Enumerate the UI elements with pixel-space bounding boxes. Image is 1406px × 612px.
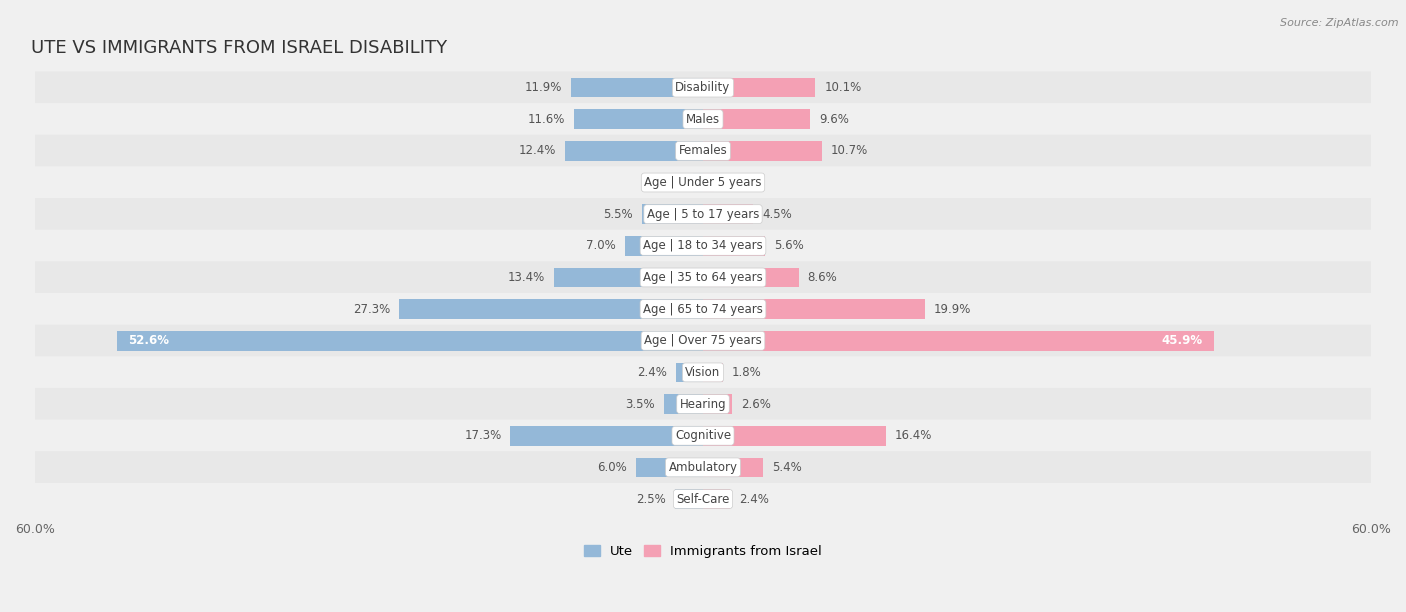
FancyBboxPatch shape [35, 420, 1371, 452]
Bar [703, 236, 765, 256]
Legend: Ute, Immigrants from Israel: Ute, Immigrants from Israel [579, 540, 827, 564]
Text: 5.4%: 5.4% [772, 461, 801, 474]
Text: 1.8%: 1.8% [733, 366, 762, 379]
FancyBboxPatch shape [35, 103, 1371, 135]
Text: 16.4%: 16.4% [894, 429, 932, 442]
Bar [574, 110, 703, 129]
FancyBboxPatch shape [35, 356, 1371, 389]
Bar [636, 458, 703, 477]
Text: 6.0%: 6.0% [598, 461, 627, 474]
Text: Self-Care: Self-Care [676, 493, 730, 506]
FancyBboxPatch shape [35, 166, 1371, 199]
Text: 11.9%: 11.9% [524, 81, 561, 94]
Bar [703, 426, 886, 446]
Bar [571, 78, 703, 97]
Text: Vision: Vision [685, 366, 721, 379]
Bar [703, 458, 763, 477]
Bar [703, 78, 815, 97]
Bar [664, 394, 703, 414]
Text: 10.7%: 10.7% [831, 144, 869, 157]
FancyBboxPatch shape [35, 135, 1371, 167]
Text: Age | 65 to 74 years: Age | 65 to 74 years [643, 302, 763, 316]
FancyBboxPatch shape [35, 388, 1371, 420]
Bar [641, 204, 703, 224]
Bar [703, 331, 1213, 351]
Text: 4.5%: 4.5% [762, 207, 792, 221]
Text: Age | 18 to 34 years: Age | 18 to 34 years [643, 239, 763, 252]
Text: 10.1%: 10.1% [824, 81, 862, 94]
Text: 45.9%: 45.9% [1161, 334, 1204, 347]
Text: Age | Over 75 years: Age | Over 75 years [644, 334, 762, 347]
Bar [703, 299, 925, 319]
Text: 5.6%: 5.6% [775, 239, 804, 252]
FancyBboxPatch shape [35, 72, 1371, 103]
Text: Ambulatory: Ambulatory [668, 461, 738, 474]
FancyBboxPatch shape [35, 324, 1371, 357]
Bar [703, 267, 799, 287]
Bar [703, 204, 754, 224]
Text: 2.4%: 2.4% [637, 366, 668, 379]
Bar [703, 489, 730, 509]
FancyBboxPatch shape [35, 230, 1371, 262]
Text: Source: ZipAtlas.com: Source: ZipAtlas.com [1281, 18, 1399, 28]
FancyBboxPatch shape [35, 198, 1371, 230]
Text: Hearing: Hearing [679, 398, 727, 411]
Text: 13.4%: 13.4% [508, 271, 546, 284]
FancyBboxPatch shape [35, 261, 1371, 294]
Text: Age | Under 5 years: Age | Under 5 years [644, 176, 762, 189]
Bar [399, 299, 703, 319]
Bar [703, 363, 723, 382]
Text: 0.96%: 0.96% [723, 176, 759, 189]
Bar [565, 141, 703, 161]
Text: Age | 5 to 17 years: Age | 5 to 17 years [647, 207, 759, 221]
Text: 2.6%: 2.6% [741, 398, 770, 411]
Bar [117, 331, 703, 351]
Text: 2.4%: 2.4% [738, 493, 769, 506]
Bar [703, 394, 733, 414]
Text: 11.6%: 11.6% [527, 113, 565, 125]
Text: UTE VS IMMIGRANTS FROM ISRAEL DISABILITY: UTE VS IMMIGRANTS FROM ISRAEL DISABILITY [31, 40, 447, 58]
Text: 27.3%: 27.3% [353, 302, 389, 316]
Text: Cognitive: Cognitive [675, 429, 731, 442]
Bar [703, 141, 823, 161]
FancyBboxPatch shape [35, 451, 1371, 483]
Text: 5.5%: 5.5% [603, 207, 633, 221]
Text: 2.5%: 2.5% [637, 493, 666, 506]
Text: 52.6%: 52.6% [128, 334, 170, 347]
Bar [703, 173, 714, 192]
Bar [693, 173, 703, 192]
Bar [703, 110, 810, 129]
FancyBboxPatch shape [35, 293, 1371, 325]
FancyBboxPatch shape [35, 483, 1371, 515]
Text: 0.86%: 0.86% [647, 176, 685, 189]
Bar [626, 236, 703, 256]
Text: 3.5%: 3.5% [626, 398, 655, 411]
Text: Age | 35 to 64 years: Age | 35 to 64 years [643, 271, 763, 284]
Text: Females: Females [679, 144, 727, 157]
Text: 9.6%: 9.6% [818, 113, 849, 125]
Text: 17.3%: 17.3% [464, 429, 502, 442]
Bar [554, 267, 703, 287]
Bar [510, 426, 703, 446]
Text: 8.6%: 8.6% [807, 271, 838, 284]
Bar [675, 489, 703, 509]
Bar [676, 363, 703, 382]
Text: Disability: Disability [675, 81, 731, 94]
Text: Males: Males [686, 113, 720, 125]
Text: 7.0%: 7.0% [586, 239, 616, 252]
Text: 19.9%: 19.9% [934, 302, 972, 316]
Text: 12.4%: 12.4% [519, 144, 555, 157]
